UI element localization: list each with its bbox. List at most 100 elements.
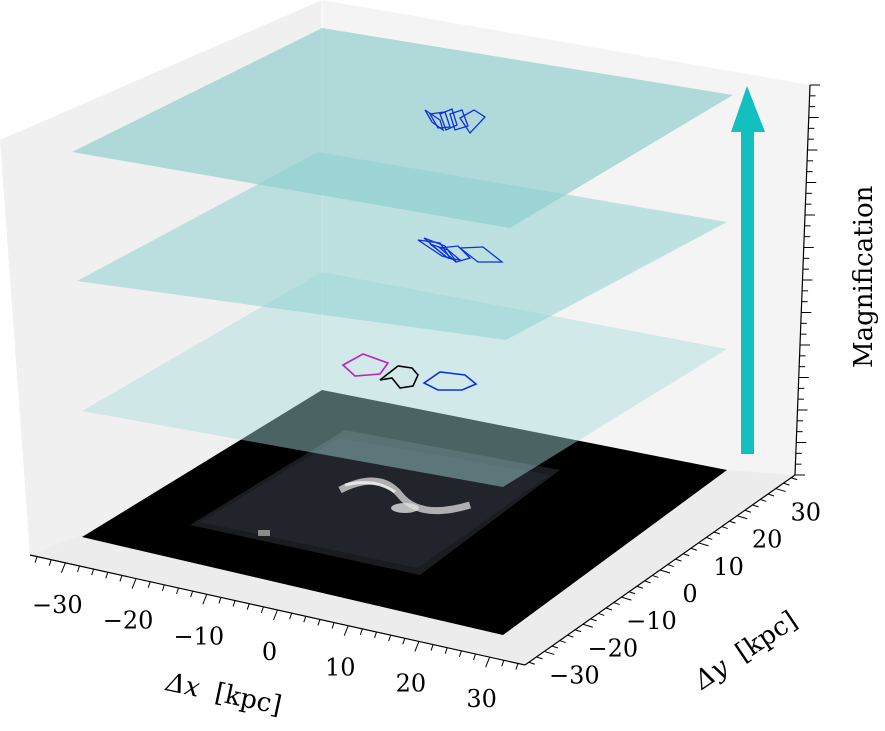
y-tick-label: 0 [682, 580, 697, 608]
y-tick [590, 618, 597, 622]
x-tick [218, 597, 222, 604]
y-tick [528, 661, 536, 665]
y-tick [721, 526, 728, 530]
x-tick [91, 568, 95, 576]
x-tick [176, 587, 179, 595]
blue-outline [422, 371, 478, 391]
magnification-arrow [731, 86, 765, 454]
y-tick [598, 612, 605, 616]
magenta-outline [341, 353, 390, 377]
x-tick [161, 584, 165, 592]
blue-outlines-level-2 [417, 237, 504, 263]
y-tick-label: 10 [713, 553, 744, 581]
x-tick [473, 653, 476, 661]
x-tick [131, 578, 137, 589]
x-tick [343, 625, 349, 636]
x-tick [331, 622, 335, 629]
y-tick [644, 580, 651, 584]
x-tick [444, 647, 448, 654]
y-axis-ticks [528, 477, 798, 665]
y-tick [698, 542, 709, 547]
y-tick [628, 591, 636, 595]
y-tick [713, 531, 721, 535]
y-tick [775, 488, 786, 493]
z-axis-title: Magnification [849, 185, 879, 368]
x-tick [48, 559, 52, 566]
y-tick-label: 30 [790, 499, 821, 527]
x-tick [317, 619, 321, 626]
x-tick [190, 590, 194, 598]
y-tick [582, 623, 594, 628]
y-tick [682, 553, 690, 557]
x-tick-label: 30 [466, 685, 497, 713]
y-tick-label: −20 [588, 634, 639, 662]
y-tick [767, 493, 775, 497]
y-tick [636, 585, 644, 589]
x-axis-title: Δx [kpc] [163, 667, 285, 721]
y-tick [690, 547, 698, 551]
y-axis-title: Δy [kpc] [688, 606, 803, 697]
y-tick [536, 656, 543, 660]
x-tick [374, 631, 377, 639]
y-axis-symbol: Δy [688, 652, 734, 696]
x-tick [273, 609, 278, 621]
blue-outlines-level-3 [424, 108, 487, 135]
y-tick [567, 634, 574, 638]
y-tick [605, 607, 613, 611]
x-tick-label: −30 [32, 591, 83, 619]
x-tick-label: −20 [103, 607, 154, 635]
y-tick-label: −10 [626, 607, 677, 635]
plane-level-3 [72, 28, 733, 228]
x-axis-tick-labels: −30 −20 −10 0 10 20 30 [32, 591, 497, 713]
x-tick [105, 572, 109, 579]
x-tick [430, 644, 434, 651]
x-axis-unit: [kpc] [212, 678, 284, 721]
plane-level-1 [82, 272, 727, 487]
z-axis-ticks [795, 84, 820, 476]
y-axis-unit: [kpc] [730, 606, 803, 668]
x-tick [60, 562, 66, 574]
x-tick [246, 603, 250, 610]
y-tick [675, 558, 682, 562]
x-tick [458, 650, 462, 658]
x-tick [359, 628, 363, 636]
y-tick [783, 482, 790, 486]
y-tick [544, 650, 555, 655]
x-tick [501, 660, 505, 667]
x-tick [289, 612, 293, 620]
x-tick [402, 638, 406, 645]
y-tick [744, 509, 752, 513]
x-tick [77, 565, 80, 573]
y-tick [736, 515, 748, 520]
x-axis-symbol: Δx [163, 667, 203, 704]
x-tick [260, 606, 264, 614]
x-tick-label: 0 [262, 638, 277, 666]
x-axis-ticks [34, 556, 519, 670]
y-tick-label: 20 [752, 526, 783, 554]
x-tick [119, 575, 123, 582]
y-tick [551, 645, 559, 649]
galaxy-image [190, 430, 560, 575]
x-tick-label: 10 [325, 654, 356, 682]
y-tick-label: −30 [549, 661, 600, 689]
y-tick [752, 504, 759, 508]
x-tick [202, 594, 208, 605]
y-tick [790, 477, 798, 481]
x-tick [485, 656, 491, 668]
x-tick [147, 581, 151, 588]
x-tick-label: 20 [396, 669, 427, 697]
x-tick-label: −10 [173, 622, 224, 650]
x-tick [414, 641, 420, 652]
y-tick [667, 564, 674, 568]
y-tick [613, 602, 620, 606]
y-tick [574, 629, 582, 633]
y-tick [652, 574, 659, 578]
x-tick [388, 634, 392, 642]
y-tick [621, 596, 632, 601]
x-tick [34, 556, 38, 563]
x-tick [303, 616, 307, 623]
y-tick [659, 569, 671, 574]
y-tick [760, 498, 767, 502]
